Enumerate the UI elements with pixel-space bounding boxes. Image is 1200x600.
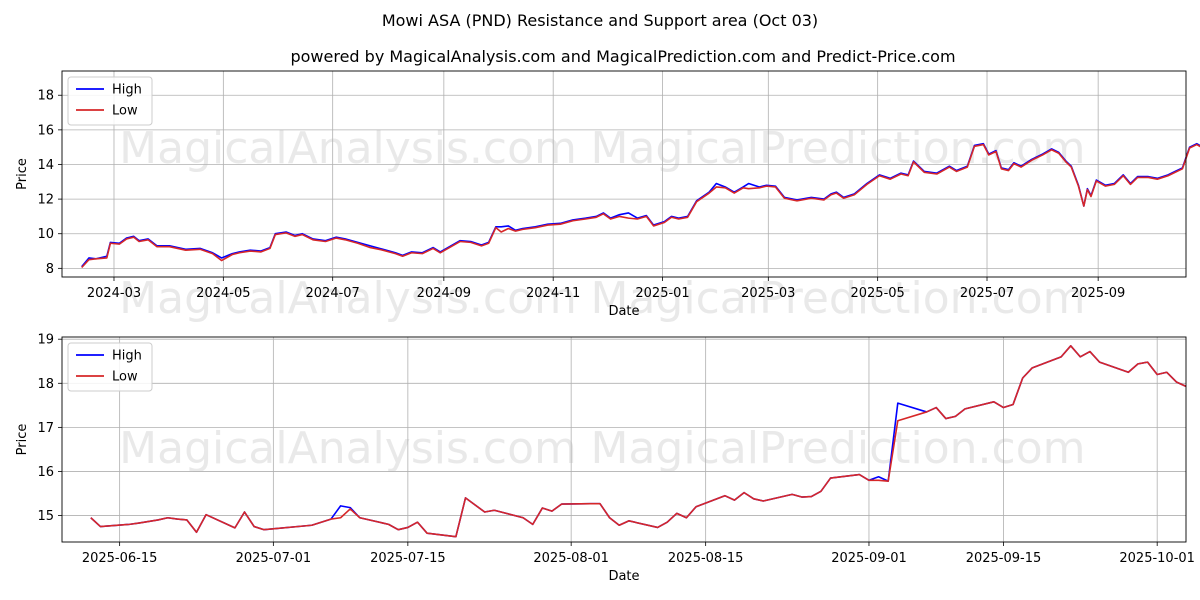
x-tick-label: 2025-06-15 — [82, 551, 158, 566]
y-tick-label: 14 — [37, 158, 54, 173]
watermark-prediction-top: MagicalPrediction.com — [591, 123, 1086, 174]
x-tick-label: 2025-05 — [850, 286, 904, 301]
x-tick-label: 2025-09 — [1071, 286, 1125, 301]
y-axis-label: Price — [15, 158, 30, 190]
x-tick-label: 2024-03 — [87, 286, 141, 301]
y-tick-label: 19 — [37, 333, 54, 348]
x-tick-label: 2025-07-01 — [236, 551, 312, 566]
legend-label-high: High — [112, 349, 142, 364]
y-tick-label: 16 — [37, 465, 54, 480]
legend-label-low: Low — [112, 104, 138, 119]
y-tick-label: 18 — [37, 89, 54, 104]
legend-label-high: High — [112, 83, 142, 98]
x-tick-label: 2025-10-01 — [1119, 551, 1195, 566]
chart-panels: 2024-03 2024-05 2024-07 2024-09 2024-11 2025-… — [15, 70, 1200, 584]
x-tick-label: 2024-07 — [306, 286, 360, 301]
watermark-analysis-bottom: MagicalAnalysis.com — [119, 423, 577, 474]
series-line-low — [90, 345, 1187, 538]
chart-subtitle: powered by MagicalAnalysis.com and Magic… — [290, 47, 955, 66]
x-tick-label: 2024-11 — [526, 286, 580, 301]
watermark-prediction-bottom: MagicalPrediction.com — [591, 423, 1086, 474]
y-tick-label: 8 — [46, 262, 54, 277]
watermark-prediction-middle: MagicalPrediction.com — [591, 273, 1086, 324]
x-axis-label: Date — [608, 569, 639, 584]
watermark-layer: MagicalAnalysis.com MagicalPrediction.co… — [119, 123, 1085, 474]
x-tick-label: 2025-09-15 — [966, 551, 1042, 566]
x-tick-label: 2025-07-15 — [370, 551, 446, 566]
legend: High Low — [67, 342, 153, 392]
plot-frame — [61, 70, 1187, 278]
y-tick-label: 12 — [37, 193, 54, 208]
legend-label-low: Low — [112, 370, 138, 385]
legend: High Low — [67, 76, 153, 126]
chart-panel-2: 2025-06-15 2025-07-01 2025-07-15 2025-08-01… — [15, 333, 1195, 584]
y-tick-label: 10 — [37, 227, 54, 242]
watermark-analysis-middle: MagicalAnalysis.com — [119, 273, 577, 324]
x-tick-label: 2024-05 — [196, 286, 250, 301]
chart-title: Mowi ASA (PND) Resistance and Support ar… — [382, 11, 818, 30]
plot-frame — [61, 336, 1187, 543]
x-tick-label: 2025-07 — [960, 286, 1014, 301]
watermark-analysis-top: MagicalAnalysis.com — [119, 123, 577, 174]
x-tick-label: 2024-09 — [417, 286, 471, 301]
x-tick-label: 2025-03 — [741, 286, 795, 301]
y-tick-label: 16 — [37, 123, 54, 138]
x-tick-label: 2025-08-01 — [533, 551, 609, 566]
chart-panel-1: 2024-03 2024-05 2024-07 2024-09 2024-11 2025-… — [15, 70, 1200, 319]
y-tick-label: 18 — [37, 377, 54, 392]
y-axis-label: Price — [15, 424, 30, 456]
y-tick-label: 17 — [37, 421, 54, 436]
series-line-low — [81, 143, 1200, 269]
x-tick-label: 2025-08-15 — [668, 551, 744, 566]
x-tick-label: 2025-01 — [635, 286, 689, 301]
x-tick-label: 2025-09-01 — [831, 551, 907, 566]
x-axis-label: Date — [608, 304, 639, 319]
y-tick-label: 15 — [37, 509, 54, 524]
